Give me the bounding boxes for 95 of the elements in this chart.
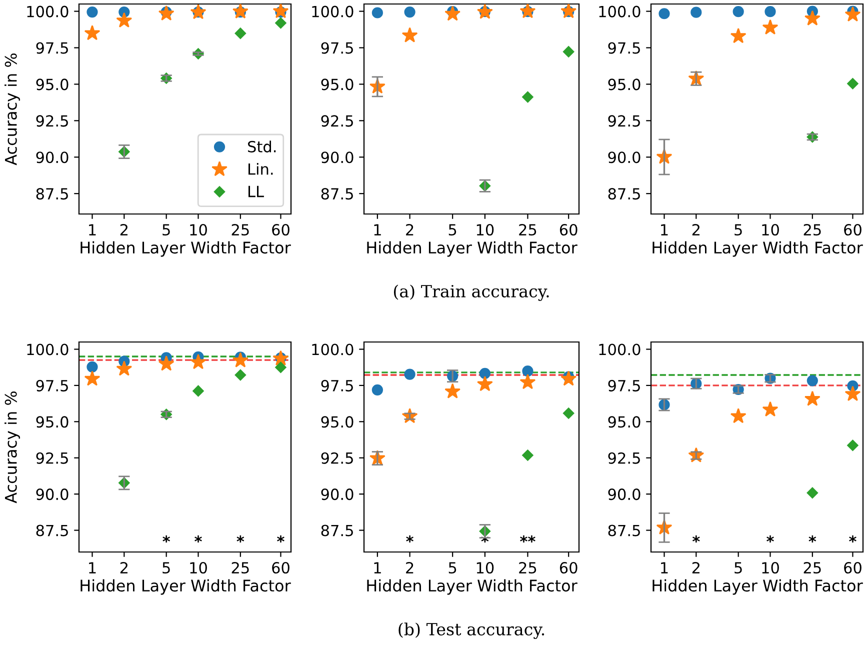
annotation: *	[808, 535, 816, 543]
y-tick-label: 92.5	[321, 452, 353, 464]
y-tick-label: 95.0	[321, 416, 354, 428]
y-tick-label: 92.5	[321, 115, 353, 127]
x-tick-label: 1	[374, 562, 381, 574]
text: (a) Train accuracy.	[394, 284, 549, 301]
x-tick-label: 1	[661, 224, 668, 236]
x-tick-label: 10	[476, 224, 494, 236]
x-axis-title: Hidden Layer Width Factor	[80, 241, 291, 257]
x-tick-label: 2	[692, 562, 700, 574]
x-tick-label: 2	[692, 224, 700, 236]
annotation: **	[520, 535, 536, 543]
y-tick-label: 95.0	[36, 78, 68, 90]
y-tick-label: 97.5	[36, 380, 68, 392]
x-tick-label: 1	[89, 562, 96, 574]
y-tick-label: 87.5	[321, 188, 353, 200]
x-tick-label: 25	[804, 224, 821, 236]
y-tick-label: 90.0	[321, 488, 354, 500]
y-tick-label: 90.0	[36, 488, 68, 500]
x-tick-label: 60	[272, 562, 290, 574]
annotation: *	[162, 535, 170, 543]
y-tick-label: 95.0	[321, 78, 354, 90]
y-axis-title: Accuracy in %	[4, 53, 20, 166]
y-tick-label: 100.0	[599, 344, 640, 356]
legend-label: LL	[248, 186, 264, 198]
x-tick-label: 60	[560, 562, 578, 574]
x-tick-label: 1	[89, 224, 96, 236]
x-tick-label: 2	[406, 562, 414, 574]
x-tick-label: 60	[272, 224, 290, 236]
y-tick-label: 90.0	[608, 152, 640, 164]
y-tick-label: 95.0	[36, 416, 68, 428]
legend-label: Std.	[248, 140, 276, 152]
y-axis-title: Accuracy in %	[4, 391, 20, 504]
y-tick-label: 87.5	[608, 524, 640, 536]
y-tick-label: 97.5	[321, 42, 353, 54]
x-tick-label: 5	[734, 562, 742, 574]
x-tick-label: 1	[661, 562, 668, 574]
y-tick-label: 100.0	[312, 6, 354, 18]
x-tick-label: 5	[734, 224, 742, 236]
annotation: *	[406, 535, 414, 543]
y-tick-label: 100.0	[312, 344, 354, 356]
y-tick-label: 97.5	[321, 380, 353, 392]
x-tick-label: 60	[560, 224, 578, 236]
y-tick-label: 97.5	[608, 380, 640, 392]
x-axis-title: Hidden Layer Width Factor	[652, 241, 863, 257]
y-tick-label: 90.0	[36, 152, 68, 164]
x-tick-label: 25	[519, 562, 536, 574]
x-tick-label: 10	[762, 562, 779, 574]
y-tick-label: 100.0	[599, 6, 640, 18]
annotation: *	[236, 535, 244, 543]
x-tick-label: 25	[519, 224, 536, 236]
y-tick-label: 87.5	[321, 524, 353, 536]
y-tick-label: 97.5	[36, 42, 68, 54]
annotation: *	[849, 535, 856, 543]
y-tick-label: 92.5	[608, 452, 640, 464]
x-axis-title: Hidden Layer Width Factor	[367, 241, 578, 257]
y-tick-label: 92.5	[608, 115, 640, 127]
x-tick-label: 10	[190, 562, 207, 574]
x-tick-label: 60	[844, 562, 862, 574]
x-axis-title: Hidden Layer Width Factor	[652, 579, 863, 595]
y-tick-label: 95.0	[608, 78, 640, 90]
annotation: *	[277, 535, 284, 543]
y-tick-label: 87.5	[36, 524, 68, 536]
y-tick-label: 100.0	[27, 6, 68, 18]
x-tick-label: 25	[232, 224, 249, 236]
annotation: *	[194, 535, 202, 543]
y-tick-label: 95.0	[608, 416, 640, 428]
y-tick-label: 87.5	[608, 188, 640, 200]
text: (b) Test accuracy.	[398, 622, 544, 639]
y-tick-label: 90.0	[608, 488, 640, 500]
x-tick-label: 5	[162, 224, 170, 236]
x-axis-title: Hidden Layer Width Factor	[80, 579, 291, 595]
x-tick-label: 2	[120, 224, 128, 236]
x-tick-label: 60	[844, 224, 862, 236]
annotation: *	[692, 535, 700, 543]
legend-label: Lin.	[248, 163, 273, 175]
y-tick-label: 90.0	[321, 152, 354, 164]
x-tick-label: 5	[162, 562, 170, 574]
annotation: *	[766, 535, 774, 543]
x-axis-title: Hidden Layer Width Factor	[367, 579, 578, 595]
x-tick-label: 10	[762, 224, 779, 236]
y-tick-label: 92.5	[36, 452, 68, 464]
y-tick-label: 97.5	[608, 42, 640, 54]
y-tick-label: 92.5	[36, 115, 68, 127]
x-tick-label: 5	[448, 562, 456, 574]
x-tick-label: 25	[232, 562, 249, 574]
y-tick-label: 100.0	[27, 344, 68, 356]
x-tick-label: 2	[406, 224, 414, 236]
y-tick-label: 87.5	[36, 188, 68, 200]
x-tick-label: 1	[374, 224, 381, 236]
x-tick-label: 5	[448, 224, 456, 236]
x-tick-label: 2	[120, 562, 128, 574]
x-tick-label: 25	[804, 562, 821, 574]
x-tick-label: 10	[190, 224, 207, 236]
x-tick-label: 10	[476, 562, 494, 574]
